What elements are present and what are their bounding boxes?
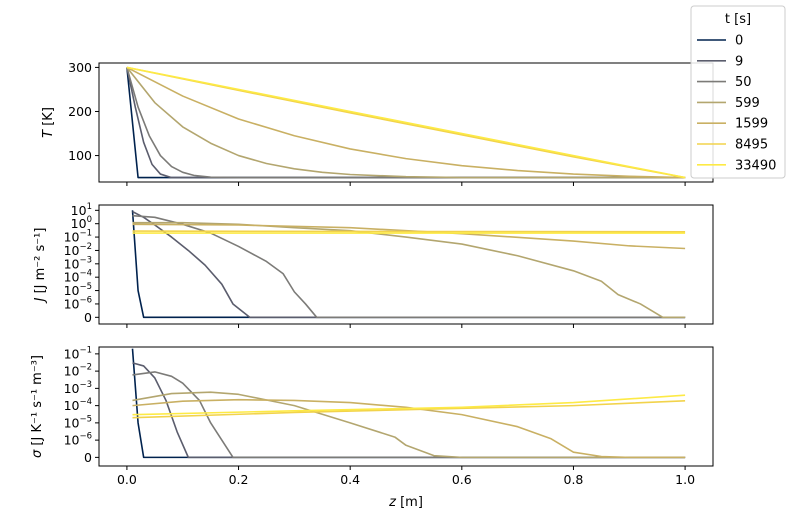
temperature-series-line-t1599 <box>126 66 686 179</box>
heat-flux-y-tick-label: 10−2 <box>64 242 92 258</box>
entropy-production-y-axis-label: σ [J K⁻¹ s⁻¹ m⁻³] <box>30 355 45 458</box>
entropy-production-y-tick-label: 10−5 <box>64 414 92 430</box>
entropy-production-series-line-t1599 <box>132 398 686 459</box>
temperature-y-tick-label: 100 <box>68 148 92 163</box>
legend-box <box>690 5 786 179</box>
heat-flux-y-tick-label: 100 <box>71 215 92 231</box>
x-tick-label: 1.0 <box>675 472 695 487</box>
temperature-series-line-t599 <box>126 66 686 179</box>
entropy-production-series-line-t599 <box>132 391 686 459</box>
entropy-production-y-tick-label: 10−6 <box>64 432 92 448</box>
temperature-y-ticks: 100 200 300 <box>68 60 99 163</box>
legend-label-t8495: 8495 <box>735 138 768 153</box>
temperature-series <box>126 66 686 179</box>
heat-flux-series <box>131 210 686 319</box>
temperature-series-line-t9 <box>126 67 686 179</box>
temperature-y-tick-label: 200 <box>68 104 92 119</box>
heat-flux-y-axis-label: J [J m⁻² s⁻¹] <box>33 228 48 305</box>
temperature-panel: 100 200 300 T [K] <box>41 60 714 186</box>
x-tick-label: 0.8 <box>564 472 584 487</box>
entropy-production-y-tick-label: 10−2 <box>64 363 92 379</box>
heat-flux-y-tick-label: 10−6 <box>64 295 92 311</box>
legend-label-t9: 9 <box>735 54 743 69</box>
x-tick-label: 0.4 <box>340 472 360 487</box>
entropy-production-y-tick-label: 10−3 <box>64 380 92 396</box>
heat-flux-y-tick-label: 101 <box>71 202 92 218</box>
legend-entries: 0 9 50 599 1599 8495 33490 <box>697 34 776 173</box>
legend-label-t1599: 1599 <box>735 117 768 132</box>
heat-flux-y-tick-label: 0 <box>84 310 92 325</box>
entropy-production-series <box>131 348 686 459</box>
temperature-x-ticks <box>126 182 686 186</box>
entropy-production-series-line-t50 <box>132 371 686 459</box>
temperature-y-tick-label: 300 <box>68 60 92 75</box>
heat-flux-axes-frame <box>98 204 714 325</box>
entropy-production-y-tick-label: 10−4 <box>64 397 92 413</box>
heat-flux-series-line-t8495 <box>132 230 686 233</box>
legend-label-t50: 50 <box>735 75 752 90</box>
heat-flux-y-tick-label: 10−4 <box>64 269 92 285</box>
heat-flux-y-tick-label: 10−3 <box>64 255 92 271</box>
legend: t [s] 0 9 50 599 1599 8495 33490 <box>690 5 786 179</box>
legend-title: t [s] <box>725 12 751 27</box>
heat-flux-x-ticks <box>126 324 686 328</box>
temperature-y-axis-label: T [K] <box>41 107 56 138</box>
entropy-production-x-ticks: 0.0 0.2 0.4 0.6 0.8 1.0 <box>117 466 695 487</box>
x-axis-label: z [m] <box>388 495 423 510</box>
entropy-production-series-line-t8495 <box>132 400 686 419</box>
entropy-production-axes-frame <box>98 346 714 467</box>
legend-label-t599: 599 <box>735 96 760 111</box>
temperature-series-line-t50 <box>126 67 686 179</box>
legend-label-t33490: 33490 <box>735 158 776 173</box>
x-tick-label: 0.2 <box>229 472 249 487</box>
entropy-production-y-tick-label: 0 <box>84 450 92 465</box>
entropy-production-panel: 010−610−510−410−310−210−1 0.0 0.2 0.4 0.6 0.… <box>30 345 714 487</box>
legend-label-t0: 0 <box>735 34 743 49</box>
temperature-series-line-t33490 <box>126 66 686 179</box>
x-tick-label: 0.0 <box>117 472 137 487</box>
entropy-production-y-ticks: 0 10−6 10−510−410−310−2 10−1 <box>64 345 99 465</box>
heat-flux-y-tick-label: 10−5 <box>64 282 92 298</box>
heat-flux-y-tick-label: 10−1 <box>64 229 92 245</box>
x-tick-label: 0.6 <box>452 472 472 487</box>
entropy-production-y-tick-label: 10−1 <box>64 345 92 361</box>
entropy-production-series-line-t33490 <box>132 394 686 416</box>
